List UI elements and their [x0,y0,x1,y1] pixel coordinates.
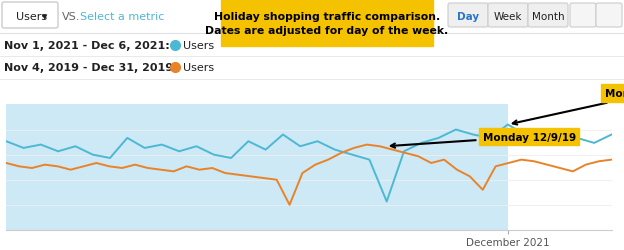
Text: Holiday shopping traffic comparison.
Dates are adjusted for day of the week.: Holiday shopping traffic comparison. Dat… [205,12,449,36]
FancyBboxPatch shape [596,4,622,28]
Text: Monday 12/6/21: Monday 12/6/21 [513,89,624,125]
Text: Users: Users [183,41,214,51]
Text: Monday 12/9/19: Monday 12/9/19 [391,132,576,148]
FancyBboxPatch shape [528,4,568,28]
Text: Day: Day [457,12,479,22]
Text: Select a metric: Select a metric [80,12,164,22]
Text: Nov 4, 2019 - Dec 31, 2019:: Nov 4, 2019 - Dec 31, 2019: [4,63,178,73]
Text: Week: Week [494,12,522,22]
FancyBboxPatch shape [570,4,596,28]
FancyBboxPatch shape [448,4,488,28]
Bar [6,105,508,230]
Bar [0,0,624,34]
FancyBboxPatch shape [488,4,528,28]
FancyBboxPatch shape [2,3,58,29]
Text: Users: Users [16,12,47,22]
Text: Users: Users [183,63,214,73]
Text: VS.: VS. [62,12,80,22]
Text: ▼: ▼ [42,14,47,20]
FancyBboxPatch shape [221,1,433,47]
Text: Nov 1, 2021 - Dec 6, 2021:: Nov 1, 2021 - Dec 6, 2021: [4,41,170,51]
Text: Month: Month [532,12,564,22]
